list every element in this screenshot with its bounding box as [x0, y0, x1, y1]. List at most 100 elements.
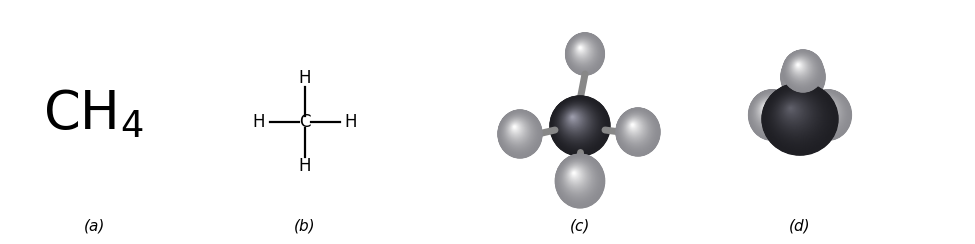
Ellipse shape [626, 118, 644, 137]
Ellipse shape [822, 107, 823, 108]
Ellipse shape [789, 61, 812, 86]
Ellipse shape [569, 168, 581, 181]
Ellipse shape [618, 111, 656, 151]
Ellipse shape [790, 57, 811, 79]
Ellipse shape [769, 90, 826, 143]
Ellipse shape [566, 166, 586, 186]
Ellipse shape [566, 111, 583, 128]
Ellipse shape [505, 117, 530, 145]
Ellipse shape [790, 56, 812, 80]
Ellipse shape [556, 155, 604, 206]
Ellipse shape [764, 106, 769, 111]
Ellipse shape [822, 107, 823, 109]
Ellipse shape [514, 126, 516, 128]
Ellipse shape [573, 173, 574, 174]
Ellipse shape [781, 100, 806, 124]
Ellipse shape [778, 97, 811, 129]
Ellipse shape [571, 171, 577, 177]
Ellipse shape [761, 103, 773, 116]
Ellipse shape [570, 169, 580, 180]
Ellipse shape [565, 164, 589, 190]
Ellipse shape [575, 42, 589, 58]
Ellipse shape [808, 93, 845, 134]
Ellipse shape [805, 91, 849, 138]
Ellipse shape [758, 99, 780, 123]
Ellipse shape [796, 68, 800, 73]
Ellipse shape [578, 46, 583, 51]
Ellipse shape [562, 161, 594, 196]
Ellipse shape [765, 106, 768, 110]
Ellipse shape [796, 68, 801, 74]
Ellipse shape [624, 116, 647, 142]
Ellipse shape [795, 67, 802, 75]
Ellipse shape [567, 34, 602, 72]
Ellipse shape [571, 116, 574, 119]
Ellipse shape [573, 41, 591, 60]
Ellipse shape [565, 163, 590, 192]
Ellipse shape [786, 58, 816, 91]
Ellipse shape [551, 97, 608, 155]
Ellipse shape [627, 119, 643, 136]
Ellipse shape [619, 111, 655, 150]
Ellipse shape [625, 117, 645, 139]
Ellipse shape [569, 36, 599, 69]
Ellipse shape [555, 101, 603, 148]
Ellipse shape [563, 162, 593, 194]
Ellipse shape [625, 117, 644, 139]
Ellipse shape [765, 86, 833, 150]
Ellipse shape [795, 67, 801, 75]
Ellipse shape [786, 53, 818, 86]
Ellipse shape [568, 36, 600, 70]
Ellipse shape [789, 56, 812, 80]
Ellipse shape [795, 62, 802, 70]
Ellipse shape [575, 43, 588, 56]
Ellipse shape [567, 35, 602, 72]
Ellipse shape [755, 96, 785, 128]
Ellipse shape [577, 44, 585, 54]
Ellipse shape [557, 155, 603, 206]
Ellipse shape [570, 38, 597, 67]
Ellipse shape [570, 38, 597, 66]
Ellipse shape [753, 94, 788, 132]
Ellipse shape [567, 35, 602, 71]
Ellipse shape [751, 92, 792, 137]
Ellipse shape [807, 92, 847, 135]
Ellipse shape [795, 67, 802, 76]
Ellipse shape [779, 98, 810, 127]
Ellipse shape [626, 118, 643, 137]
Ellipse shape [783, 50, 823, 92]
Ellipse shape [557, 155, 603, 205]
Ellipse shape [505, 117, 530, 145]
Ellipse shape [632, 124, 634, 127]
Ellipse shape [560, 105, 594, 139]
Ellipse shape [765, 86, 832, 149]
Ellipse shape [783, 102, 802, 120]
Ellipse shape [566, 34, 603, 73]
Ellipse shape [572, 172, 576, 176]
Ellipse shape [506, 118, 529, 144]
Ellipse shape [785, 52, 819, 88]
Ellipse shape [780, 99, 808, 125]
Ellipse shape [798, 64, 799, 66]
Ellipse shape [794, 66, 804, 78]
Ellipse shape [512, 124, 520, 132]
Ellipse shape [783, 56, 821, 96]
Ellipse shape [568, 35, 601, 71]
Ellipse shape [787, 54, 816, 84]
Ellipse shape [619, 111, 655, 151]
Ellipse shape [787, 59, 816, 91]
Ellipse shape [567, 112, 581, 126]
Ellipse shape [621, 113, 651, 146]
Ellipse shape [501, 113, 536, 152]
Ellipse shape [559, 157, 600, 202]
Ellipse shape [568, 114, 578, 123]
Ellipse shape [513, 125, 518, 130]
Ellipse shape [756, 97, 783, 127]
Ellipse shape [788, 106, 795, 112]
Ellipse shape [512, 124, 519, 132]
Ellipse shape [788, 60, 814, 88]
Ellipse shape [794, 66, 803, 77]
Ellipse shape [557, 156, 602, 204]
Ellipse shape [761, 103, 774, 116]
Ellipse shape [792, 59, 808, 76]
